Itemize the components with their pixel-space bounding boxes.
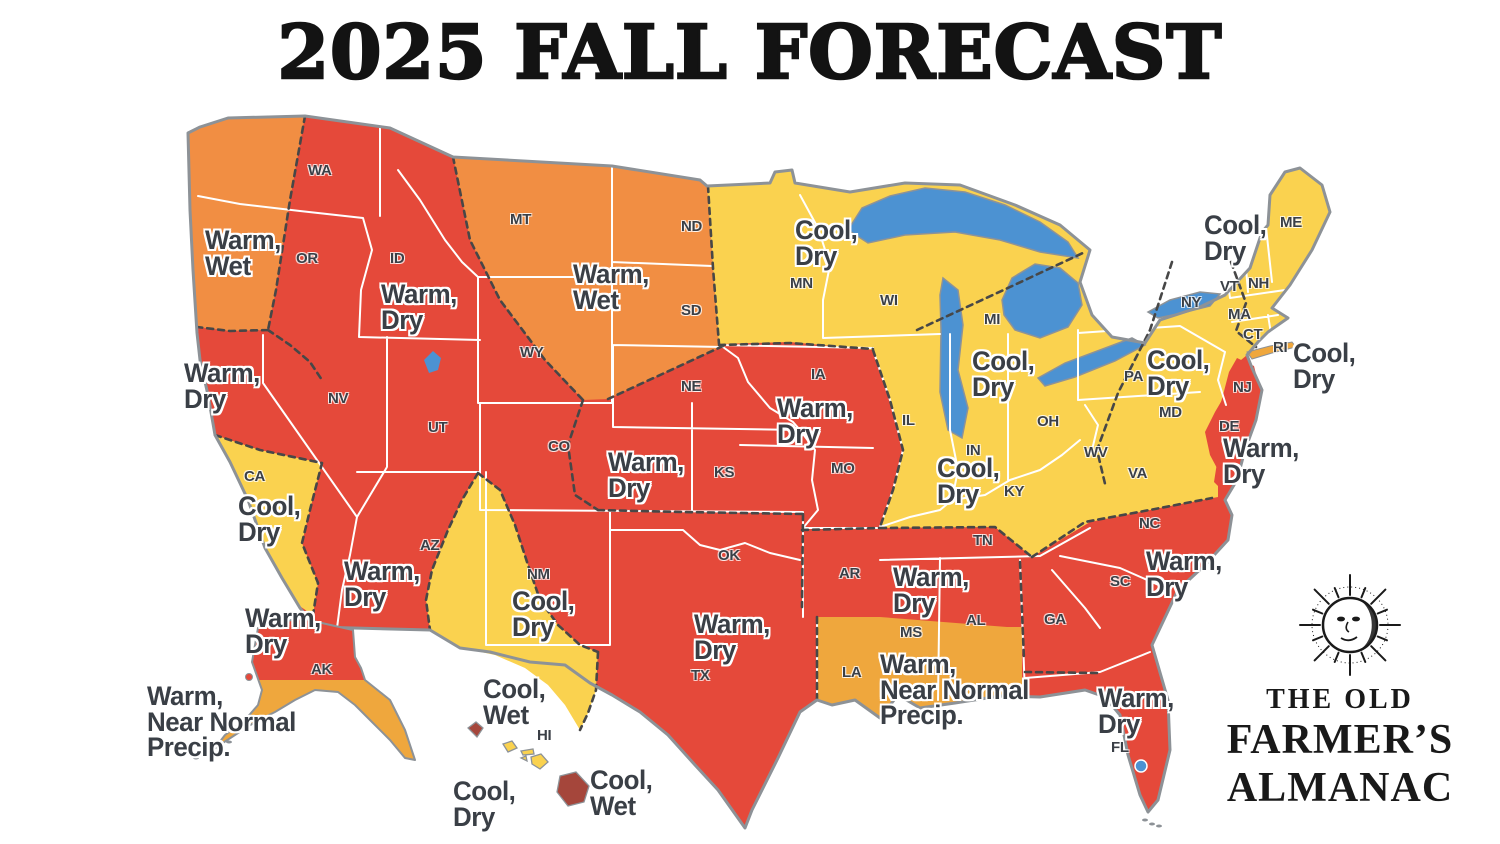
region-warm-wet-pacific-nw	[188, 116, 305, 331]
great-lakes	[424, 187, 1222, 773]
island-big-island-cool-wet	[556, 771, 590, 807]
logo-text-almanac: ALMANAC	[1226, 765, 1454, 811]
lake-okeechobee	[1134, 759, 1148, 773]
island-maui	[530, 753, 549, 770]
page-title: 2025 FALL FORECAST	[276, 9, 1223, 98]
region-warm-wet-northern-plains	[453, 157, 723, 400]
island-kauai-cool-wet	[467, 721, 484, 739]
lake-superior	[846, 187, 1080, 259]
island-lanai	[519, 755, 528, 763]
hawaii	[467, 721, 590, 807]
alaska-warm-near-normal-south	[215, 680, 415, 760]
region-cool-dry-new-mexico	[426, 473, 598, 730]
lake-erie	[1036, 337, 1147, 387]
aleutian-island	[245, 673, 253, 681]
florida-keys	[1142, 818, 1162, 828]
island-molokai	[520, 748, 535, 756]
region-warm-dry-nj-delmarva	[1214, 358, 1260, 495]
forecast-region-borders	[195, 114, 1258, 732]
logo-text-farmers: FARMER’S	[1226, 717, 1454, 763]
alaska-outline	[214, 617, 416, 761]
great-salt-lake	[424, 351, 441, 373]
region-warm-near-normal-gulf	[817, 617, 1022, 718]
region-cool-dry-midwest-northeast	[707, 168, 1330, 557]
almanac-logo: THE OLD FARMER’S ALMANAC	[1190, 560, 1490, 830]
logo-text-the-old: THE OLD	[1266, 684, 1414, 715]
region-fills	[188, 116, 1330, 730]
us-outline	[186, 114, 1332, 830]
sun-face-icon	[1299, 574, 1401, 676]
island-oahu	[502, 740, 518, 753]
alaska-warm-dry-north	[252, 618, 365, 680]
region-cool-dry-california-coast	[215, 435, 322, 615]
long-island	[1246, 341, 1297, 360]
alaska	[193, 617, 416, 761]
